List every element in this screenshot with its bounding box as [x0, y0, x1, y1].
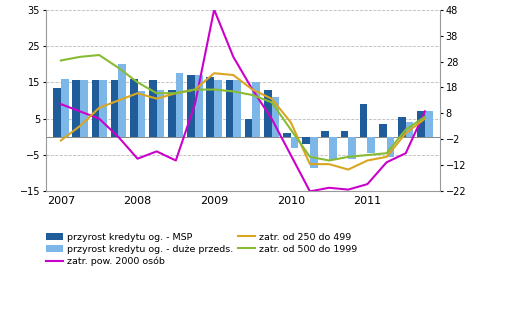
Bar	[367, 137, 374, 153]
Bar	[347, 137, 355, 159]
Bar	[148, 80, 157, 137]
Bar	[264, 90, 271, 137]
Bar	[187, 75, 194, 137]
Bar	[72, 80, 80, 137]
Bar	[99, 80, 107, 137]
Bar	[130, 79, 137, 137]
Bar	[225, 80, 233, 137]
Bar	[405, 122, 413, 137]
Bar	[175, 73, 183, 137]
Bar	[80, 80, 87, 137]
Bar	[168, 90, 175, 137]
Bar	[321, 131, 328, 137]
Bar	[386, 137, 393, 157]
Bar	[328, 137, 336, 160]
Bar	[157, 90, 164, 137]
Bar	[111, 80, 118, 137]
Bar	[290, 137, 298, 148]
Bar	[424, 111, 432, 137]
Bar	[137, 92, 145, 137]
Bar	[271, 97, 279, 137]
Bar	[417, 111, 424, 137]
Bar	[61, 79, 68, 137]
Bar	[301, 137, 310, 144]
Bar	[252, 82, 260, 137]
Bar	[359, 104, 367, 137]
Bar	[206, 77, 214, 137]
Bar	[233, 80, 240, 137]
Bar	[283, 133, 290, 137]
Bar	[194, 75, 202, 137]
Bar	[118, 64, 126, 137]
Bar	[244, 119, 252, 137]
Bar	[310, 137, 317, 168]
Bar	[340, 131, 347, 137]
Bar	[53, 88, 61, 137]
Bar	[91, 80, 99, 137]
Bar	[397, 117, 405, 137]
Bar	[378, 124, 386, 137]
Legend: przyrost kredytu og. - MSP, przyrost kredytu og. - duże przeds., zatr. pow. 2000: przyrost kredytu og. - MSP, przyrost kre…	[42, 229, 360, 270]
Bar	[214, 80, 221, 137]
